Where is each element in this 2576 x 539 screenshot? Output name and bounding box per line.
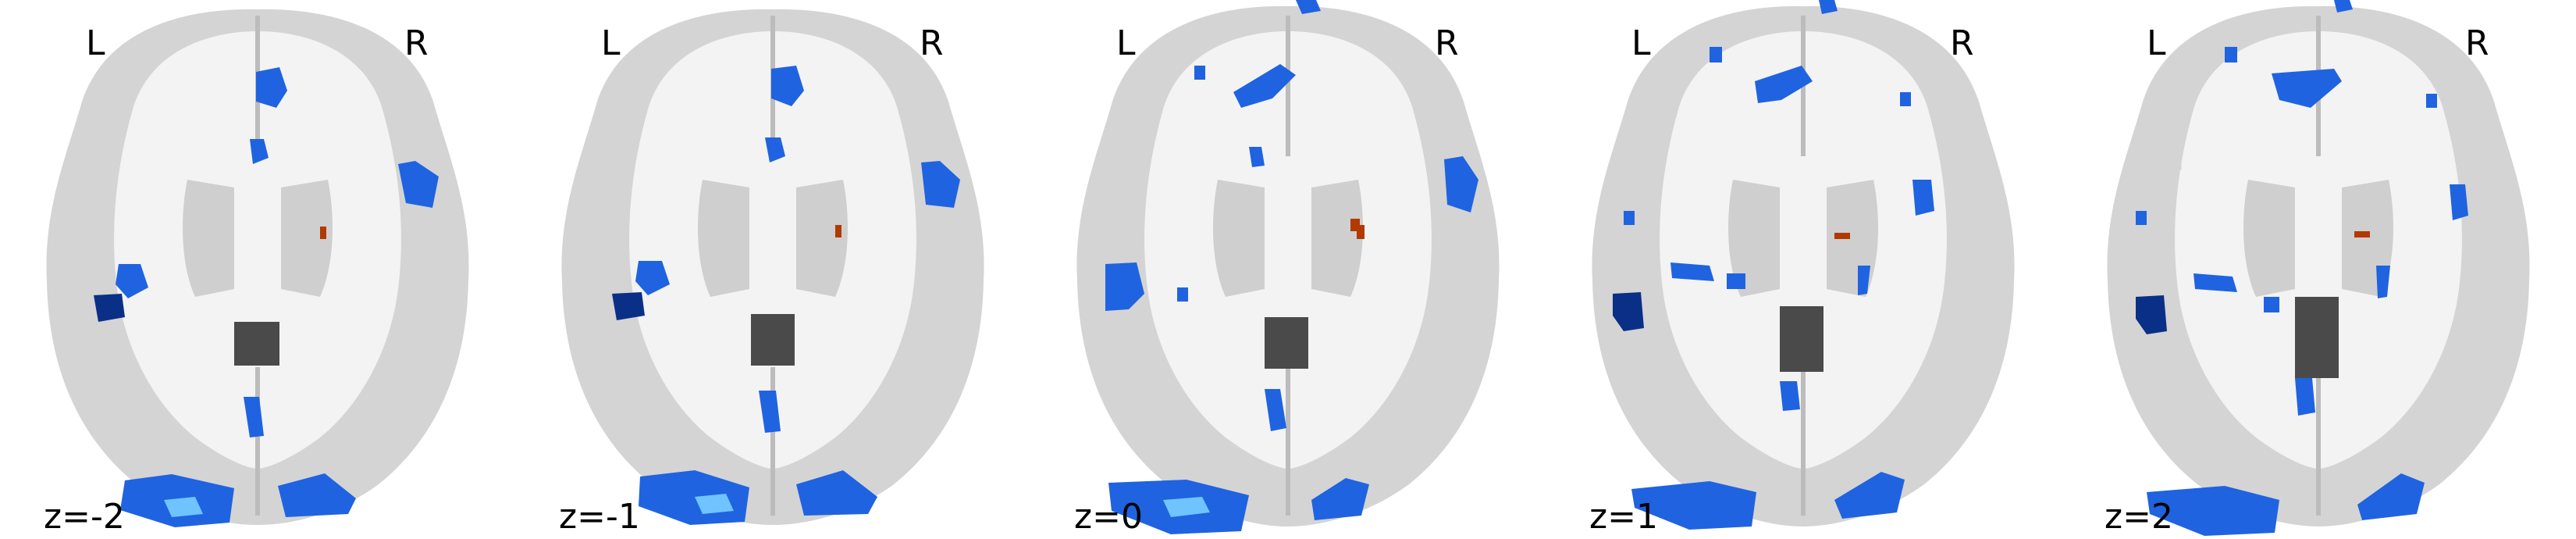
- brain-slice: L R z=-2: [0, 0, 515, 539]
- left-orientation-label: L: [2147, 23, 2166, 63]
- blue-cluster: [398, 161, 439, 208]
- blue-cluster: [1444, 156, 1478, 212]
- left-orientation-label: L: [601, 23, 621, 63]
- right-orientation-label: R: [404, 23, 429, 63]
- blue-cluster: [1858, 266, 1870, 295]
- deep-gray-matter: [1728, 180, 1878, 297]
- blue-cluster: [1670, 262, 1714, 281]
- red-cluster: [2354, 231, 2370, 237]
- blue-cluster: [1780, 381, 1800, 411]
- ventricle: [2295, 297, 2339, 378]
- deep-gray-matter: [2243, 180, 2393, 297]
- axial-brain-image: [561, 9, 984, 525]
- blue-cluster: [1912, 180, 1934, 216]
- slice-z-label: z=-1: [559, 497, 640, 537]
- slice-z-label: z=2: [2105, 497, 2173, 537]
- blue-cluster: [2136, 211, 2147, 225]
- blue-cluster: [1613, 292, 1644, 331]
- blue-cluster: [1819, 0, 1838, 14]
- blue-cluster: [771, 66, 804, 106]
- blue-cluster: [2272, 69, 2342, 108]
- ventricle: [1780, 306, 1823, 372]
- light-blue-cluster: [1163, 497, 1210, 517]
- red-cluster: [1350, 219, 1364, 239]
- right-orientation-label: R: [920, 23, 944, 63]
- blue-cluster: [1177, 287, 1188, 302]
- red-cluster: [320, 227, 326, 239]
- blue-cluster: [94, 294, 125, 322]
- blue-cluster: [759, 391, 781, 433]
- blue-cluster: [1834, 472, 1905, 519]
- blue-cluster: [116, 264, 148, 298]
- blue-cluster: [2225, 47, 2237, 62]
- blue-cluster: [256, 67, 287, 108]
- white-matter: [2175, 31, 2462, 469]
- ventricle: [751, 314, 795, 366]
- right-orientation-label: R: [2465, 23, 2489, 63]
- deep-gray-matter: [698, 180, 848, 297]
- deep-gray-matter: [1213, 180, 1363, 297]
- slice-z-label: z=1: [1589, 497, 1658, 537]
- white-matter: [1144, 31, 1432, 469]
- blue-cluster: [796, 470, 877, 516]
- brain-slice: L R z=1: [1546, 0, 2061, 539]
- blue-cluster: [1296, 0, 1321, 14]
- blue-cluster: [2376, 266, 2390, 298]
- blue-cluster: [1311, 478, 1369, 520]
- red-cluster: [835, 225, 841, 237]
- light-blue-cluster: [695, 494, 734, 514]
- blue-cluster: [1249, 147, 1265, 167]
- axial-brain-image: [2107, 0, 2530, 536]
- blue-cluster: [1624, 211, 1635, 225]
- blue-cluster: [2295, 378, 2315, 416]
- brain-slice: L R z=0: [1030, 0, 1546, 539]
- blue-cluster: [1233, 64, 1296, 108]
- right-orientation-label: R: [1950, 23, 1974, 63]
- blue-cluster: [2450, 184, 2468, 220]
- right-orientation-label: R: [1435, 23, 1459, 63]
- blue-cluster: [250, 139, 269, 164]
- blue-cluster: [2194, 273, 2237, 292]
- blue-cluster: [2147, 486, 2279, 536]
- blue-cluster: [921, 161, 960, 208]
- blue-cluster: [2136, 295, 2167, 334]
- white-matter: [1660, 31, 1947, 469]
- white-matter: [114, 31, 401, 469]
- blue-cluster: [1265, 389, 1286, 431]
- blue-cluster: [244, 397, 264, 437]
- ventricle: [234, 322, 279, 366]
- slice-z-label: z=0: [1074, 497, 1143, 537]
- axial-brain-image: [1076, 0, 1500, 534]
- light-blue-cluster: [164, 497, 203, 517]
- blue-cluster: [2264, 297, 2279, 312]
- white-matter: [629, 31, 916, 469]
- blue-cluster: [635, 261, 670, 295]
- left-orientation-label: L: [1631, 23, 1651, 63]
- blue-cluster: [1755, 66, 1813, 103]
- axial-brain-image: [46, 9, 469, 527]
- slice-z-label: z=-2: [44, 497, 125, 537]
- left-orientation-label: L: [1116, 23, 1136, 63]
- blue-cluster: [1631, 481, 1756, 530]
- blue-cluster: [2357, 473, 2425, 520]
- blue-cluster: [1727, 273, 1745, 289]
- left-orientation-label: L: [86, 23, 105, 63]
- brain-slice: L R z=-1: [515, 0, 1030, 539]
- blue-cluster: [2426, 94, 2437, 108]
- blue-cluster: [1900, 92, 1911, 106]
- ventricle: [1265, 317, 1308, 369]
- axial-brain-image: [1592, 0, 2015, 530]
- blue-cluster: [1105, 262, 1144, 311]
- red-cluster: [1834, 233, 1850, 239]
- blue-cluster: [1710, 47, 1722, 62]
- deep-gray-matter: [183, 180, 333, 297]
- blue-cluster: [278, 473, 356, 517]
- blue-cluster: [1194, 66, 1205, 80]
- brain-slice: L R z=2: [2061, 0, 2576, 539]
- blue-cluster: [765, 137, 785, 162]
- blue-cluster: [612, 292, 645, 320]
- blue-cluster: [2334, 0, 2353, 12]
